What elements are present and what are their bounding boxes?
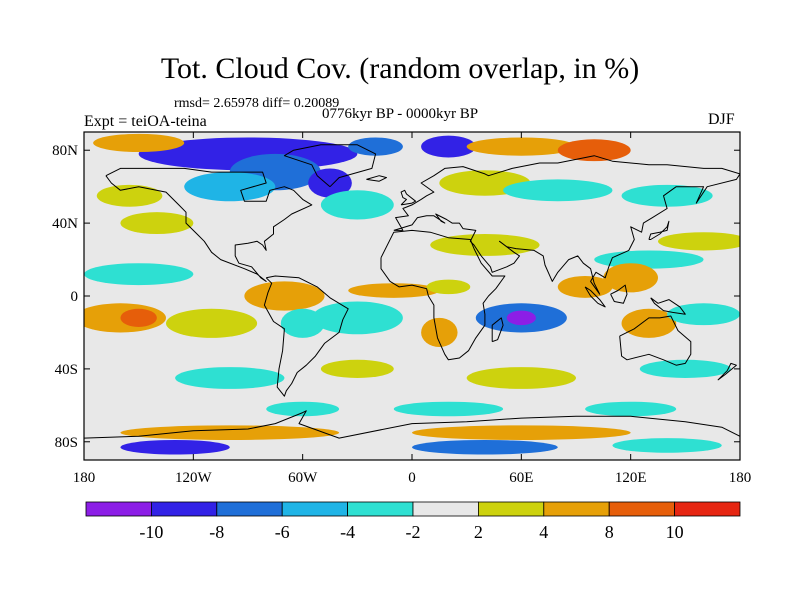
anomaly-patch (175, 367, 285, 389)
map-title: Tot. Cloud Cov. (random overlap, in %) (160, 52, 640, 85)
anomaly-patch (412, 439, 558, 455)
coastline (650, 297, 686, 315)
coastline (610, 284, 628, 304)
lat-tick-label: 40N (52, 216, 78, 232)
anomaly-patch (667, 303, 740, 326)
anomaly-patch (503, 179, 613, 202)
anomaly-patch (506, 310, 536, 326)
anomaly-patch (621, 184, 713, 207)
colorbar-swatch (674, 501, 741, 517)
colorbar-label: -2 (406, 522, 421, 542)
coastline (584, 286, 606, 308)
colorbar-label: 2 (474, 522, 483, 542)
anomaly-patch (120, 439, 230, 455)
anomaly-patch (96, 184, 163, 207)
anomaly-patch (421, 135, 476, 158)
anomaly-patch (603, 263, 659, 293)
anomaly-patch (585, 401, 677, 417)
anomaly-patch (311, 301, 403, 335)
lat-tick-label: 0 (71, 289, 79, 305)
anomaly-patch (120, 425, 340, 440)
anomaly-patch (466, 137, 576, 156)
colorbar-swatch (150, 501, 218, 517)
lon-tick-label: 120W (175, 470, 213, 486)
colorbar-swatch (347, 501, 414, 517)
anomaly-patch (594, 250, 704, 269)
coastline (648, 220, 670, 240)
colorbar-swatch (85, 501, 152, 517)
colorbar-label: 8 (605, 522, 614, 542)
anomaly-patch (166, 308, 258, 338)
period-label: 0776kyr BP - 0000kyr BP (322, 106, 479, 122)
lon-tick-label: 180 (73, 470, 96, 486)
anomaly-patch (184, 172, 276, 202)
anomaly-patch (658, 232, 740, 251)
anomaly-patch (348, 137, 403, 156)
coastline (619, 315, 692, 366)
lon-tick-label: 120E (615, 470, 647, 486)
anomaly-patch (308, 168, 352, 198)
anomaly-patch (120, 212, 194, 235)
colorbar-swatch (281, 501, 349, 517)
colorbar-swatch (216, 501, 283, 517)
coastline (366, 175, 387, 182)
colorbar-label: 4 (539, 522, 548, 542)
statistics-label: rmsd= 2.65978 diff= 0.20089 (174, 96, 340, 111)
anomaly-patch (411, 425, 631, 440)
coastline (717, 362, 737, 381)
lon-tick-label: 180 (729, 470, 752, 486)
colorbar-label: -10 (139, 522, 163, 542)
anomaly-patch (93, 133, 185, 153)
experiment-label: Expt = teiOA-teina (84, 113, 207, 130)
axis-ticks: 180 120W 60W 0 60E 120E 180 80N 40N 0 40S 80S (52, 132, 751, 486)
coastline (393, 155, 740, 295)
anomaly-patch (244, 281, 325, 311)
colorbar-swatch (608, 501, 676, 517)
anomaly-patch (348, 283, 440, 298)
anomaly-patch (320, 359, 394, 378)
coastline (400, 189, 417, 206)
anomaly-patch (84, 263, 194, 286)
coastlines (84, 144, 740, 439)
coastline (84, 410, 740, 439)
coastline (283, 144, 377, 188)
anomaly-field (84, 133, 740, 455)
colorbar-swatch (477, 501, 545, 517)
anomaly-patch (120, 308, 157, 327)
anomaly-patch (466, 367, 576, 389)
anomaly-patch (320, 190, 394, 220)
colorbar-label: -6 (275, 522, 290, 542)
colorbar: -10 -8 -6 -4 -2 2 4 8 10 (85, 501, 741, 542)
anomaly-patch (426, 279, 471, 295)
coastline (380, 229, 506, 361)
coastline (105, 167, 313, 282)
lat-tick-label: 80S (55, 435, 78, 451)
anomaly-patch (639, 359, 731, 378)
season-label: DJF (708, 111, 735, 128)
lat-tick-label: 80N (52, 143, 78, 159)
colorbar-label: -4 (340, 522, 355, 542)
anomaly-patch (612, 438, 722, 453)
coastline (491, 317, 504, 343)
lon-tick-label: 60W (288, 470, 318, 486)
anomaly-patch (393, 401, 504, 417)
anomaly-patch (421, 317, 458, 348)
colorbar-label: -8 (209, 522, 224, 542)
anomaly-patch (266, 401, 340, 417)
lat-tick-label: 40S (55, 362, 78, 378)
anomaly-patch (557, 139, 631, 162)
lon-tick-label: 60E (509, 470, 533, 486)
colorbar-swatch (543, 501, 610, 517)
colorbar-label: 10 (666, 522, 684, 542)
lon-tick-label: 0 (408, 470, 416, 486)
coastline (263, 275, 349, 397)
anomaly-patch (621, 308, 677, 338)
colorbar-swatch (412, 501, 479, 517)
